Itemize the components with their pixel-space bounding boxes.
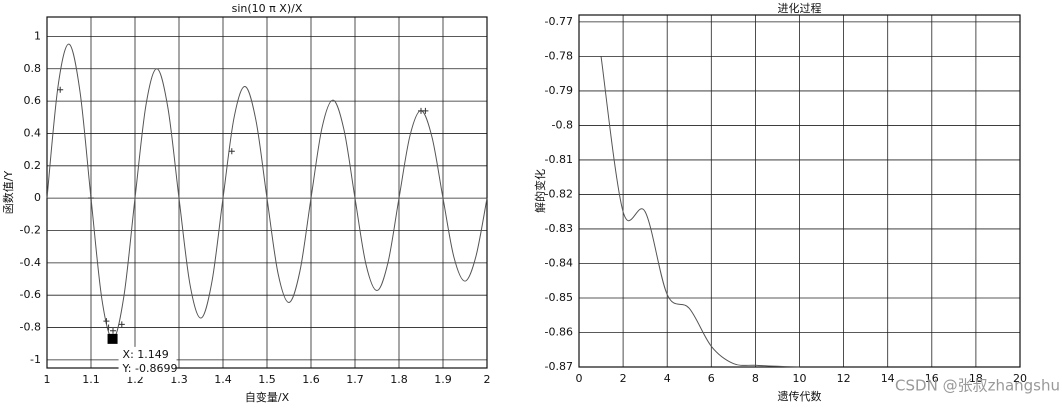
x-tick-label: 12 — [837, 372, 851, 385]
watermark: CSDN @张叔zhangshu — [895, 377, 1060, 395]
x-tick-label: 1.9 — [434, 373, 452, 386]
x-tick-label: 1.1 — [82, 373, 100, 386]
x-tick-label: 1.8 — [390, 373, 408, 386]
y-tick-label: 1 — [34, 29, 41, 42]
y-tick-label: -0.83 — [545, 222, 573, 235]
y-tick-label: -0.81 — [545, 153, 573, 166]
x-axis-label: 自变量/X — [245, 390, 290, 404]
y-tick-label: -0.86 — [545, 325, 573, 338]
x-tick-label: 2 — [620, 372, 627, 385]
x-axis-label: 遗传代数 — [778, 389, 822, 403]
plot: 0 2 4 6 8 10 12 14 16 18 20 -0.87 -0.86 -0.85 -0.84 -0.… — [533, 1, 1027, 403]
y-tick-label: -0.4 — [20, 256, 41, 269]
x-tick-label: 1.4 — [214, 373, 232, 386]
y-tick-label: -0.6 — [20, 288, 41, 301]
y-tick-label: -0.8 — [20, 321, 41, 334]
y-tick-label: 0.2 — [24, 159, 42, 172]
y-tick-label: -1 — [30, 353, 41, 366]
y-tick-label: -0.84 — [545, 256, 573, 269]
data-point — [57, 86, 64, 93]
x-tick-label: 1 — [44, 373, 51, 386]
x-tick-label: 1.6 — [302, 373, 320, 386]
x-tick-label: 8 — [752, 372, 759, 385]
y-tick-label: 0.4 — [24, 126, 42, 139]
data-point — [228, 148, 235, 155]
datatip-box — [118, 346, 177, 377]
data-point — [105, 324, 112, 331]
y-tick-label: -0.82 — [545, 187, 573, 200]
x-tick-label: 16 — [925, 372, 939, 385]
x-tick-label: 4 — [664, 372, 671, 385]
y-tick-label: -0.78 — [545, 49, 573, 62]
x-tick-label: 6 — [708, 372, 715, 385]
x-tick-label: 20 — [1013, 372, 1027, 385]
y-tick-label: -0.79 — [545, 84, 573, 97]
chart-title: 进化过程 — [778, 1, 822, 15]
data-point — [103, 318, 110, 325]
x-tick-label: 14 — [881, 372, 895, 385]
data-point — [110, 327, 116, 334]
plot: 1 1.1 1.2 1.3 1.4 1.5 1.6 1.7 1.8 1.9 2-1-0.8-0.6-… — [2, 2, 491, 404]
data-point — [422, 107, 429, 114]
y-tick-label: 0.8 — [24, 62, 42, 75]
chart-title: sin(10 π X)/X — [232, 2, 303, 15]
x-tick-label: 10 — [793, 372, 807, 385]
data-point — [118, 321, 125, 328]
datatip-label: Y: -0.8699 — [122, 362, 178, 375]
x-tick-label: 0 — [576, 372, 583, 385]
y-tick-label: -0.77 — [545, 15, 573, 28]
x-tick-label: 1.7 — [346, 373, 364, 386]
y-tick-label: 0.6 — [24, 94, 42, 107]
y-tick-label: -0.87 — [545, 360, 573, 373]
datatip-label: X: 1.149 — [123, 348, 169, 361]
y-axis-label: 解的变化 — [533, 169, 547, 213]
datatip-marker — [107, 333, 118, 344]
y-tick-label: -0.8 — [552, 118, 573, 131]
x-tick-label: 2 — [484, 373, 491, 386]
data-line — [600, 56, 800, 368]
x-tick-label: 1.5 — [258, 373, 276, 386]
y-tick-label: -0.85 — [545, 291, 573, 304]
y-tick-label: -0.2 — [20, 224, 41, 237]
y-axis-label: 函数值/Y — [2, 171, 15, 215]
y-tick-label: 0 — [34, 191, 41, 204]
plot-frame — [46, 16, 488, 369]
x-tick-label: 18 — [969, 372, 983, 385]
data-point — [88, 195, 94, 202]
